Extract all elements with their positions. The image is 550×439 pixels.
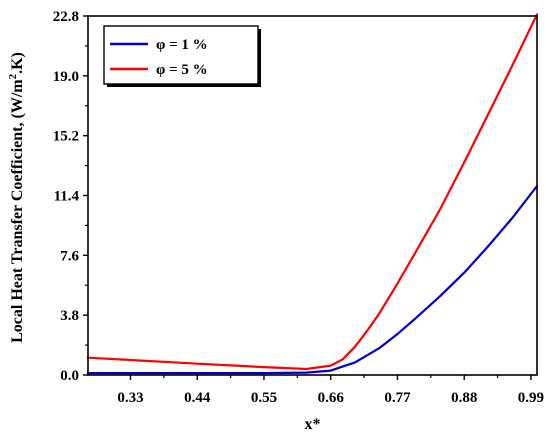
y-axis-title: Local Heat Transfer Coefficient, (W/m2.K… [7, 52, 26, 343]
x-tick-label: 0.44 [184, 390, 211, 406]
legend: φ = 1 % φ = 5 % [103, 25, 261, 87]
series-line-2 [86, 13, 539, 371]
y-tick-label: 19.0 [53, 69, 79, 85]
x-tick-label: 0.99 [518, 390, 544, 406]
y-tick-label: 0.0 [60, 368, 79, 384]
y-tick-label: 7.6 [60, 248, 79, 264]
series-group [86, 13, 539, 375]
y-tick-label: 3.8 [60, 308, 79, 324]
legend-box [103, 25, 259, 85]
series-line-1 [86, 185, 539, 375]
x-tick-label: 0.66 [318, 390, 345, 406]
ticks-group: 0.33 0.44 0.55 0.66 0.77 0.88 0.99 0.0 3.8 7.6 11.… [53, 9, 544, 406]
y-tick-label: 11.4 [54, 189, 80, 205]
y-axis-title-main: Local Heat Transfer Coefficient, (W/m [9, 79, 26, 343]
legend-label: φ = 1 % [156, 37, 208, 53]
y-tick-label: 15.2 [53, 129, 79, 145]
x-tick-label: 0.33 [117, 390, 143, 406]
y-axis-title-sup: 2 [7, 73, 19, 79]
y-axis-title-tail: .K) [9, 52, 26, 74]
x-tick-label: 0.88 [451, 390, 477, 406]
x-axis-title: x* [305, 416, 321, 433]
legend-label: φ = 5 % [156, 62, 208, 78]
y-tick-label: 22.8 [53, 9, 79, 25]
x-tick-label: 0.55 [251, 390, 277, 406]
x-tick-label: 0.77 [384, 390, 411, 406]
